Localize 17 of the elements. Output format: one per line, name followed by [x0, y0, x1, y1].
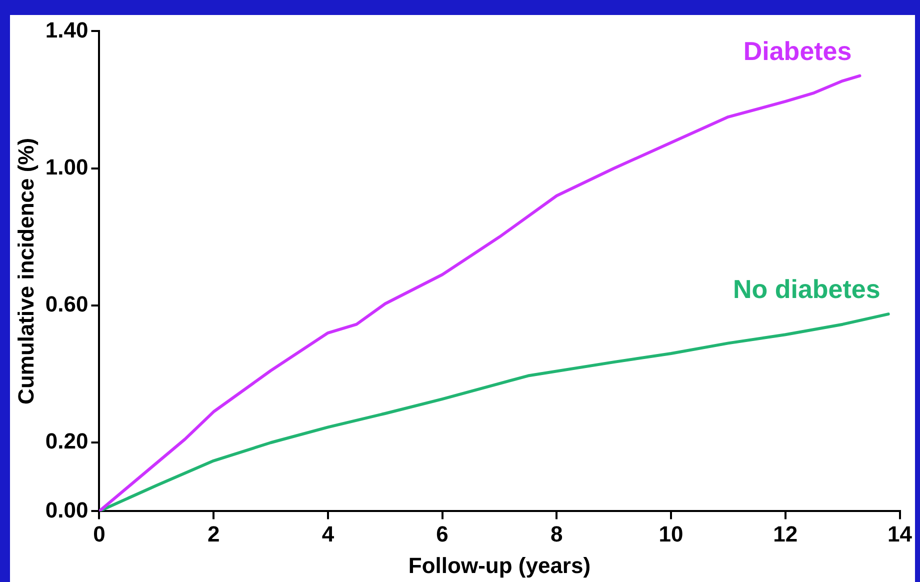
series-label: Diabetes — [743, 36, 852, 66]
x-tick-label: 6 — [436, 521, 448, 546]
y-axis-title: Cumulative incidence (%) — [13, 138, 38, 404]
x-tick-label: 0 — [93, 521, 106, 546]
y-tick-label: 0.00 — [45, 497, 88, 522]
x-tick-label: 8 — [550, 521, 563, 546]
x-tick-label: 4 — [322, 521, 335, 546]
x-tick-label: 2 — [207, 521, 220, 546]
y-tick-label: 0.60 — [45, 292, 88, 317]
y-tick-label: 1.00 — [45, 154, 88, 180]
y-tick-label: 0.20 — [45, 428, 88, 454]
x-tick-label: 10 — [658, 521, 684, 546]
x-axis-title: Follow-up (years) — [408, 552, 591, 578]
series-label: No diabetes — [732, 274, 880, 304]
y-tick-label: 1.40 — [45, 17, 88, 42]
x-tick-label: 14 — [888, 521, 913, 546]
x-tick-label: 12 — [773, 521, 798, 546]
